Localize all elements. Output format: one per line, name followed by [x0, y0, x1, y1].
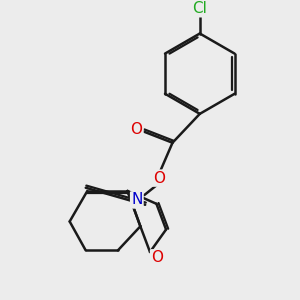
Text: O: O — [153, 171, 165, 186]
Text: O: O — [151, 250, 163, 265]
Text: N: N — [131, 193, 142, 208]
Text: Cl: Cl — [192, 1, 207, 16]
Text: O: O — [130, 122, 142, 137]
